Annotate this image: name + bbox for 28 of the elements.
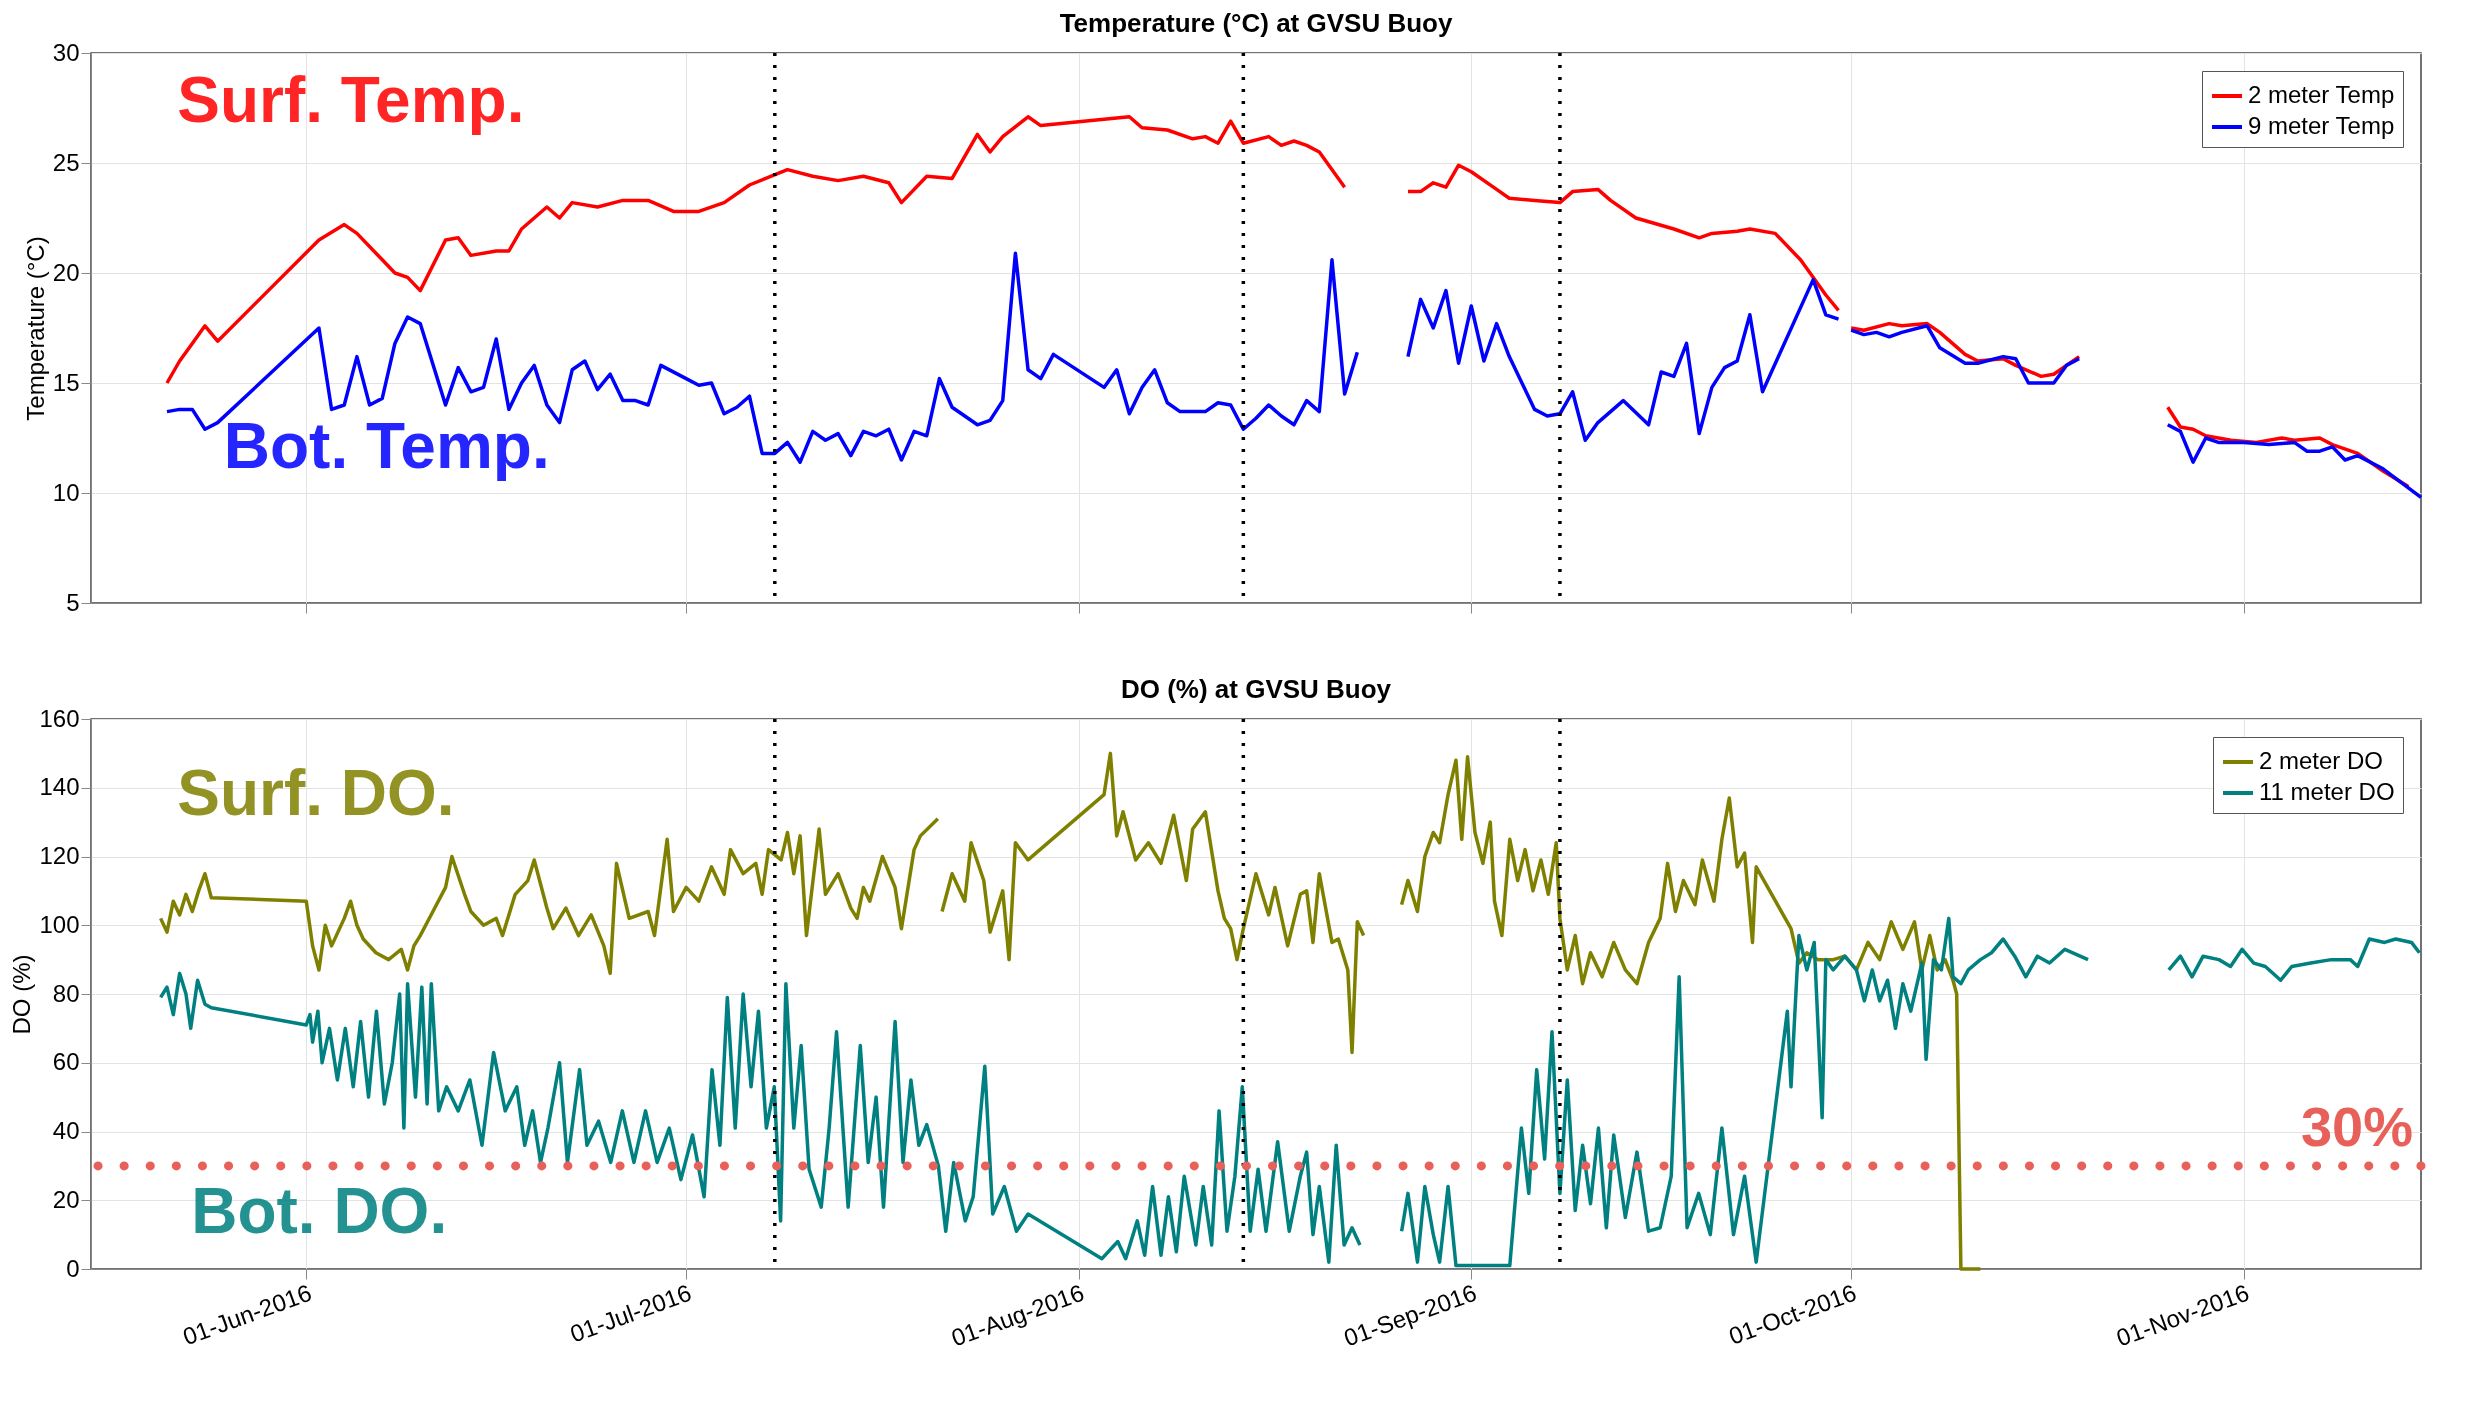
legend-label: 9 meter Temp (2248, 112, 2395, 139)
y-tick-label: 40 (52, 1117, 80, 1144)
chart-title: Temperature (°C) at GVSU Buoy (1059, 8, 1453, 38)
annotation: Bot. Temp. (223, 410, 550, 482)
y-axis-title: DO (%) (8, 954, 36, 1035)
legend-label: 2 meter DO (2259, 747, 2384, 774)
legend-label: 2 meter Temp (2248, 81, 2395, 108)
annotation: Bot. DO. (191, 1175, 448, 1247)
annotation: Surf. Temp. (177, 63, 525, 136)
y-tick-label: 120 (39, 842, 80, 869)
y-tick-label: 25 (52, 148, 80, 176)
annotation: Surf. DO. (177, 757, 455, 829)
y-axis-title: Temperature (°C) (21, 236, 49, 421)
y-tick-label: 10 (52, 478, 80, 506)
chart-title: DO (%) at GVSU Buoy (1120, 674, 1392, 704)
y-tick-label: 30 (52, 38, 80, 66)
y-tick-label: 20 (52, 1185, 80, 1213)
y-tick-label: 0 (66, 1254, 80, 1282)
y-tick-label: 80 (52, 979, 80, 1007)
ref-line-label: 30% (2300, 1094, 2413, 1158)
y-tick-label: 5 (66, 588, 80, 616)
y-tick-label: 140 (39, 773, 80, 801)
y-tick-label: 60 (52, 1048, 80, 1076)
y-tick-label: 20 (52, 258, 80, 286)
legend-label: 11 meter DO (2259, 778, 2395, 805)
y-tick-label: 15 (52, 368, 80, 396)
y-tick-label: 100 (39, 910, 80, 938)
y-tick-label: 160 (39, 704, 80, 732)
